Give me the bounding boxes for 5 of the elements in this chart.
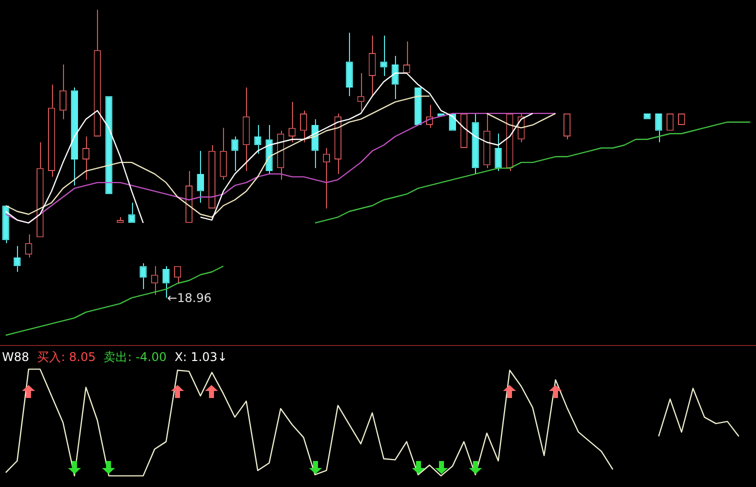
text: 卖出: -4.00 [104, 350, 167, 364]
text: 买入: 8.05 [37, 350, 96, 364]
annotation: ←18.96 [167, 290, 212, 305]
text: X: 1.03↓ [174, 350, 228, 364]
text: W88 [2, 350, 30, 364]
